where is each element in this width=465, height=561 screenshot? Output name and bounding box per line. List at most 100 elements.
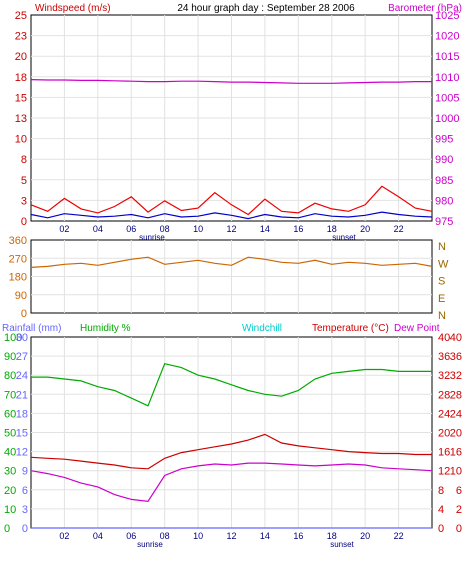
- barometer-tick-label: 985: [435, 175, 453, 187]
- windspeed-tick-label: 25: [15, 10, 27, 22]
- wind-barometer-lines: [30, 79, 433, 220]
- rainfall-tick-label: 6: [22, 485, 28, 497]
- temperature-tick-label: 16: [438, 447, 450, 459]
- compass-tick-label: N: [438, 241, 446, 253]
- humidity-tick-label: 100: [4, 332, 22, 344]
- degree-tick-label: 180: [9, 272, 27, 284]
- humidity-axis-label: Humidity %: [80, 323, 131, 334]
- windspeed-tick-label: 5: [21, 175, 27, 187]
- temperature-tick-label: 28: [438, 389, 450, 401]
- rainfall-tick-label: 0: [22, 523, 28, 535]
- hour-tick-label: 08: [160, 531, 170, 541]
- temperature-tick-label-right: 28: [450, 389, 462, 401]
- degree-ticks: 0 90 180 270 360: [9, 235, 27, 320]
- hour-tick-label: 04: [93, 531, 103, 541]
- hour-tick-label: 06: [126, 531, 136, 541]
- barometer-tick-label: 1025: [435, 10, 459, 22]
- barometer-ticks: 975 980 985 990 995 1000 1005 1010 1015 1020 1025: [435, 10, 459, 228]
- temperature-tick-label: 40: [438, 332, 450, 344]
- hour-tick-label: 18: [327, 531, 337, 541]
- hour-tick-label: 10: [193, 531, 203, 541]
- rainfall-tick-label: 15: [16, 428, 28, 440]
- hour-tick-label: 16: [293, 224, 303, 234]
- direction-line: [30, 256, 433, 268]
- barometer-line: [30, 79, 432, 84]
- gridlines: [31, 337, 432, 528]
- hour-tick-label: 18: [327, 224, 337, 234]
- temperature-tick-label-right: 20: [450, 428, 462, 440]
- hour-tick-label: 12: [226, 224, 236, 234]
- temperature-tick-label-right: 36: [450, 351, 462, 363]
- temperature-tick-label: 4: [438, 504, 444, 516]
- temperature-tick-label-right: 0: [456, 523, 462, 535]
- hour-tick-label: 02: [59, 531, 69, 541]
- sunrise-label: sunrise: [137, 540, 163, 549]
- temperature-tick-label-right: 16: [450, 447, 462, 459]
- barometer-tick-label: 1020: [435, 31, 459, 43]
- temperature-line: [30, 433, 432, 470]
- hour-tick-label: 12: [226, 531, 236, 541]
- rainfall-tick-label: 27: [16, 351, 28, 363]
- humidity-tick-label: 30: [4, 466, 16, 478]
- windspeed-tick-label: 3: [21, 195, 27, 207]
- temperature-humidity-lines: [30, 362, 433, 529]
- temperature-tick-label-right: 32: [450, 370, 462, 382]
- temperature-tick-label-right: 24: [450, 408, 462, 420]
- wind-direction-line: [30, 256, 433, 268]
- windchill-axis-label: Windchill: [242, 323, 282, 334]
- hour-tick-label: 20: [360, 531, 370, 541]
- barometer-axis-label: Barometer (hPa): [388, 3, 462, 14]
- humidity-tick-label: 0: [4, 523, 10, 535]
- degree-tick-label: 0: [21, 308, 27, 320]
- temperature-humidity-panel: Rainfall (mm) Humidity % Windchill Tempe…: [2, 323, 462, 549]
- hour-tick-label: 10: [193, 224, 203, 234]
- barometer-tick-label: 1000: [435, 113, 459, 125]
- compass-tick-label: W: [438, 258, 449, 270]
- temperature-tick-label: 8: [438, 485, 444, 497]
- compass-tick-label: S: [438, 276, 445, 288]
- hour-tick-label: 22: [394, 224, 404, 234]
- humidity-tick-label: 80: [4, 370, 16, 382]
- windspeed-tick-label: 15: [15, 92, 27, 104]
- chart-title: 24 hour graph day : September 28 2006: [177, 3, 355, 14]
- hour-tick-label: 14: [260, 224, 270, 234]
- hour-tick-label: 04: [93, 224, 103, 234]
- barometer-tick-label: 1015: [435, 51, 459, 63]
- barometer-tick-label: 1005: [435, 92, 459, 104]
- temperature-tick-label: 20: [438, 428, 450, 440]
- humidity-tick-label: 60: [4, 408, 16, 420]
- degree-tick-label: 270: [9, 253, 27, 265]
- barometer-tick-label: 980: [435, 195, 453, 207]
- barometer-tick-label: 995: [435, 134, 453, 146]
- humidity-tick-label: 20: [4, 485, 16, 497]
- windspeed-tick-label: 13: [15, 113, 27, 125]
- temperature-tick-label-right: 2: [456, 504, 462, 516]
- hour-tick-label: 08: [160, 224, 170, 234]
- humidity-tick-label: 50: [4, 428, 16, 440]
- temperature-tick-label: 0: [438, 523, 444, 535]
- humidity-tick-label: 40: [4, 447, 16, 459]
- temperature-tick-label: 32: [438, 370, 450, 382]
- dew-point-line: [30, 462, 433, 502]
- hour-tick-label: 06: [126, 224, 136, 234]
- gridlines: [31, 15, 432, 221]
- temperature-tick-label: 12: [438, 466, 450, 478]
- barometer-tick-label: 975: [435, 216, 453, 228]
- barometer-tick-label: 1010: [435, 72, 459, 84]
- windspeed-ticks: 0 3 5 8 10 13 15 18 20 23 25: [15, 10, 27, 228]
- windspeed-tick-label: 8: [21, 154, 27, 166]
- rainfall-tick-label: 24: [16, 370, 28, 382]
- temperature-tick-label-right: 40: [450, 332, 462, 344]
- hour-tick-label: 14: [260, 531, 270, 541]
- humidity-tick-label: 90: [4, 351, 16, 363]
- temperature-axis-label: Temperature (°C): [312, 323, 389, 334]
- humidity-tick-label: 70: [4, 389, 16, 401]
- windspeed-tick-label: 23: [15, 31, 27, 43]
- hour-ticks: 02 04 06 08 10 12 14 16 18 20 22: [59, 531, 403, 541]
- compass-tick-label: N: [438, 310, 446, 322]
- windspeed-tick-label: 18: [15, 72, 27, 84]
